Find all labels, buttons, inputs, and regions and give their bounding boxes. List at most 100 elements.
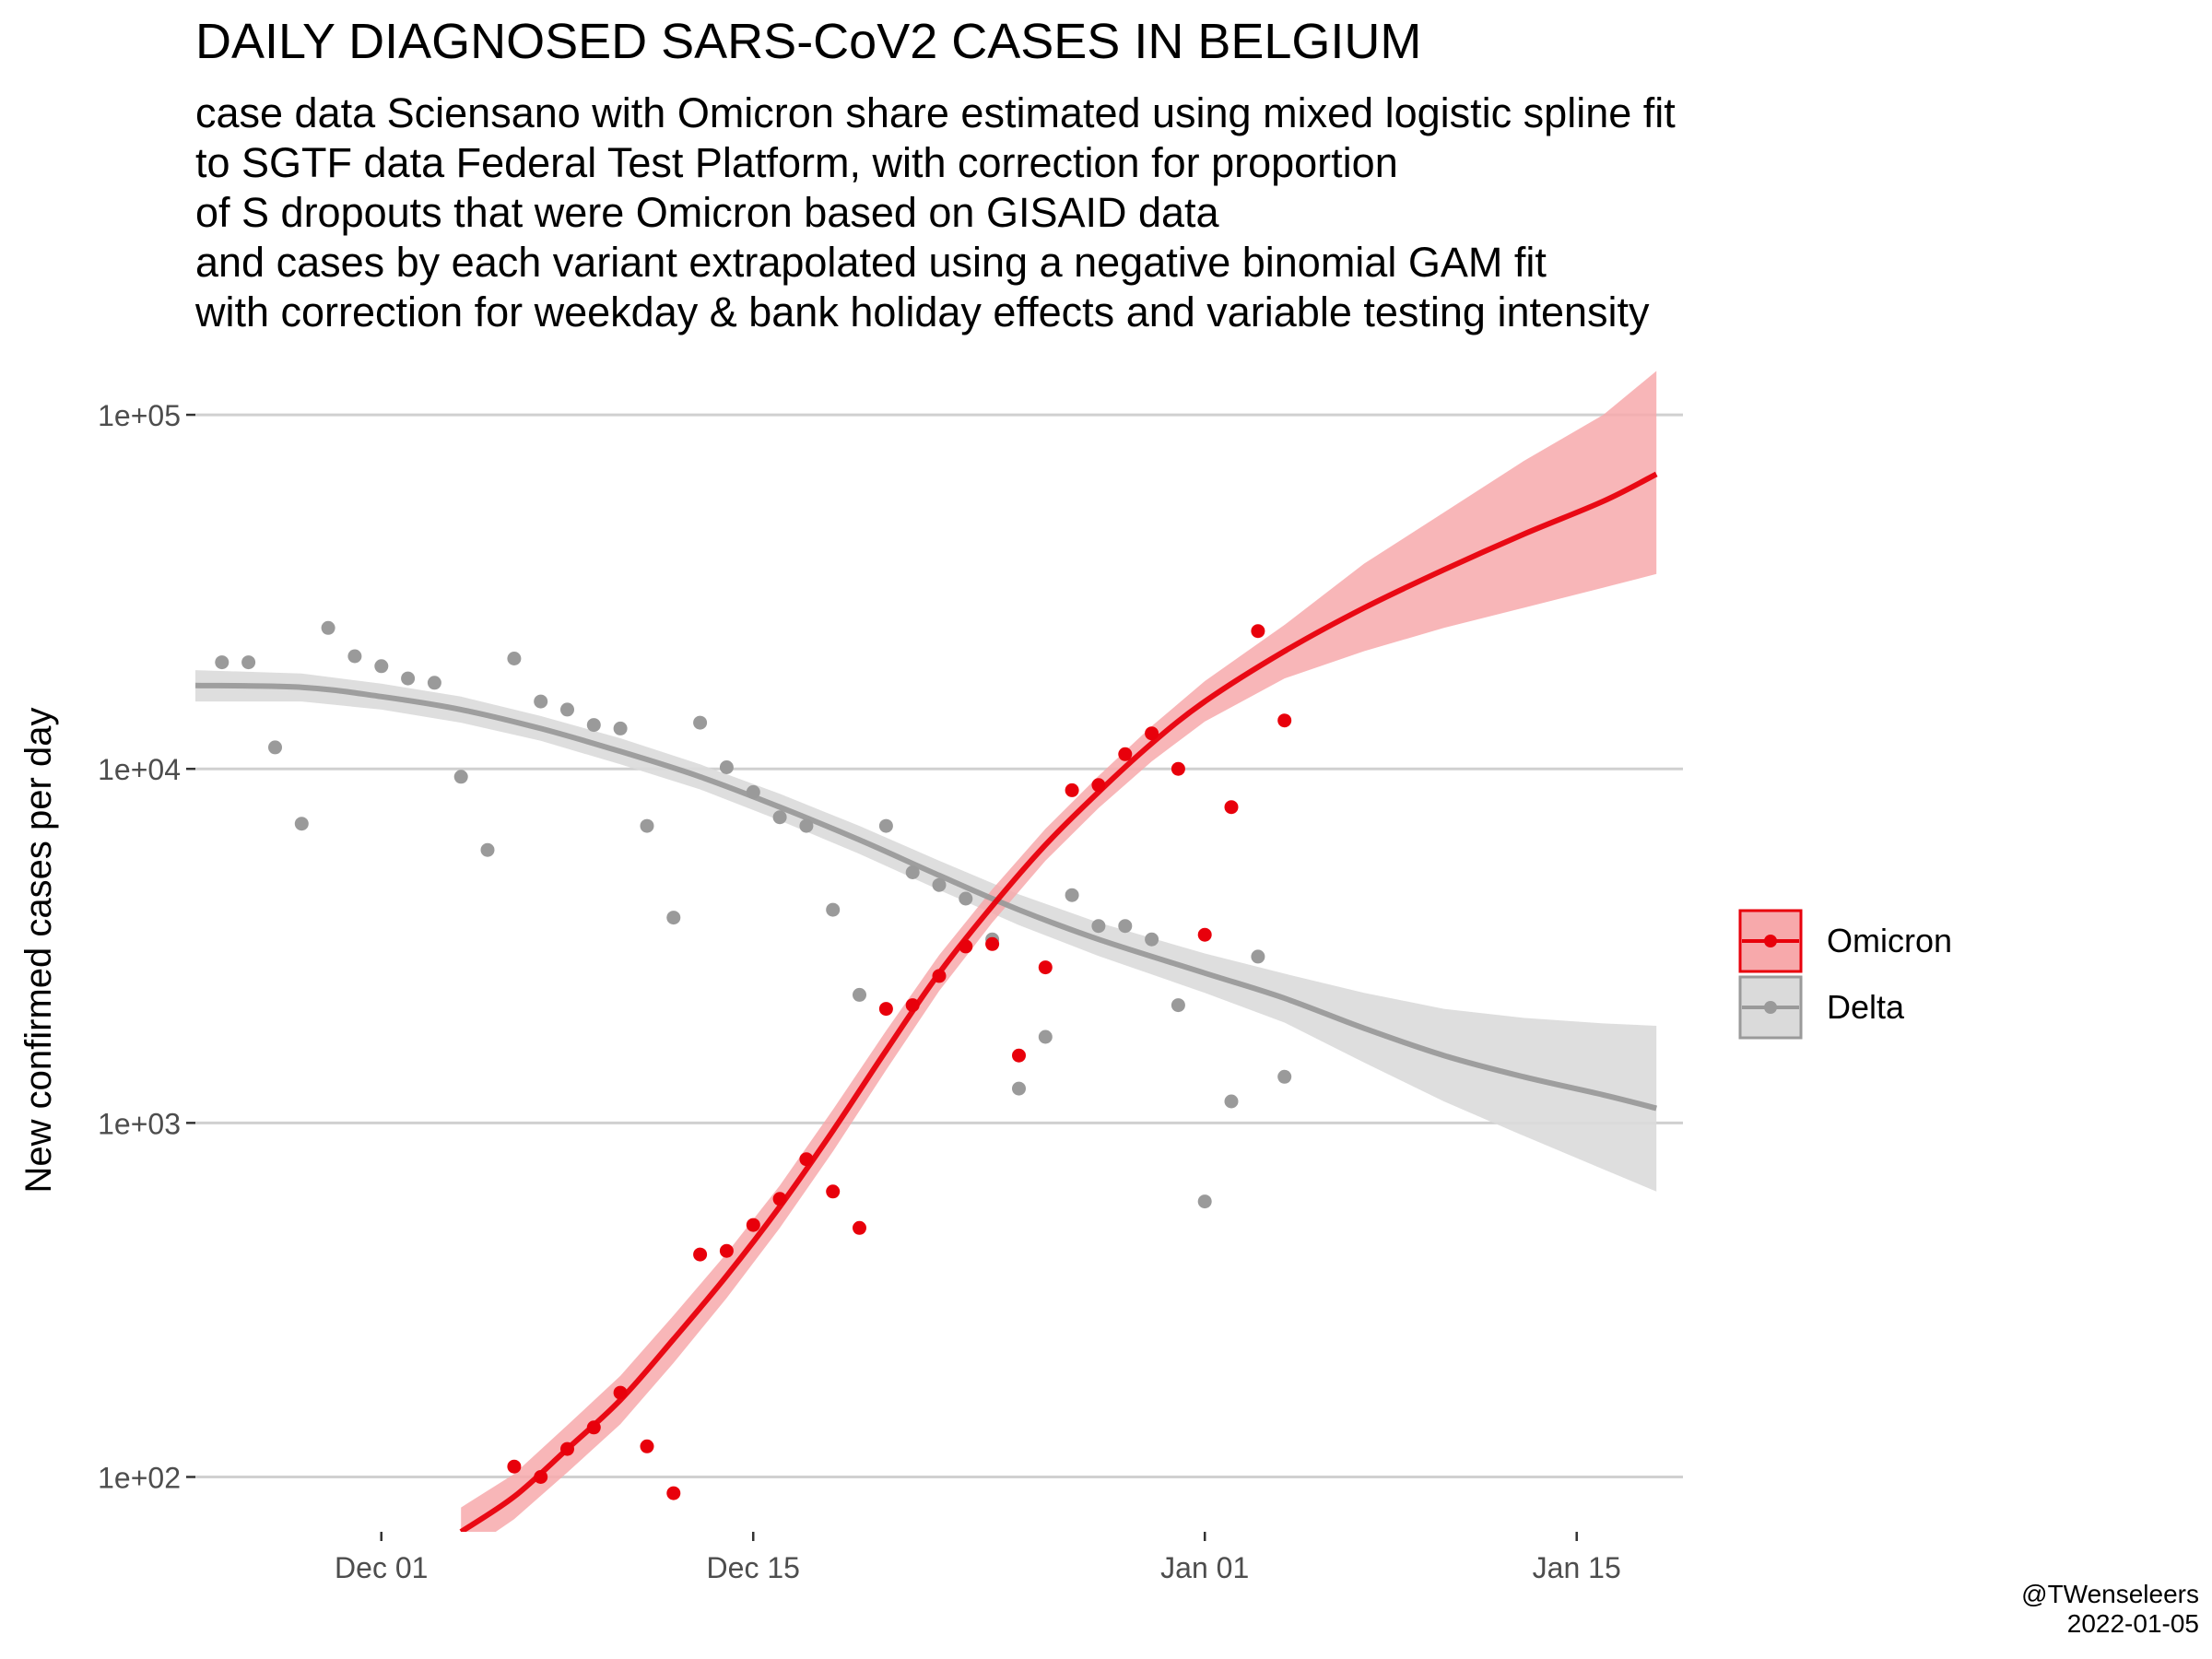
delta-point (427, 676, 441, 690)
axes: 1e+02 1e+03 1e+04 1e+05 Dec 01 Dec 15 Jan 01 Ja… (18, 399, 1621, 1584)
delta-point (878, 818, 893, 833)
omicron-point (1277, 713, 1292, 728)
delta-point (453, 770, 468, 784)
legend: Omicron Delta (1738, 908, 1952, 1041)
y-tick-label: 1e+02 (98, 1461, 181, 1494)
omicron-point (640, 1439, 654, 1453)
omicron-point (719, 1243, 734, 1258)
data-points (215, 620, 1292, 1500)
subtitle-line: of S dropouts that were Omicron based on… (195, 189, 1219, 236)
omicron-point (693, 1247, 708, 1262)
delta-point (215, 655, 229, 670)
omicron-point (746, 1218, 760, 1232)
omicron-point (1065, 782, 1079, 797)
omicron-point (1038, 960, 1053, 975)
omicron-point (1171, 761, 1185, 776)
x-tick-label: Dec 15 (707, 1551, 800, 1584)
subtitle-line: with correction for weekday & bank holid… (195, 288, 1650, 335)
delta-point (1038, 1030, 1053, 1044)
confidence-bands (195, 371, 1657, 1532)
delta-point (932, 877, 947, 892)
subtitle-line: to SGTF data Federal Test Platform, with… (195, 139, 1398, 186)
delta-point (1197, 1194, 1212, 1209)
delta-point (613, 721, 628, 735)
omicron-point (878, 1002, 893, 1017)
delta-confidence-band (195, 670, 1657, 1192)
delta-point (480, 842, 495, 857)
omicron-point (507, 1459, 522, 1474)
x-tick-label: Dec 01 (335, 1551, 428, 1584)
delta-point (321, 620, 335, 635)
y-tick-label: 1e+04 (98, 753, 181, 786)
delta-point (374, 659, 389, 674)
omicron-point (586, 1420, 601, 1435)
omicron-point (1197, 927, 1212, 942)
omicron-point (666, 1486, 681, 1500)
legend-key-delta (1738, 975, 1803, 1040)
legend-label-delta: Delta (1827, 988, 1905, 1026)
omicron-confidence-band (461, 371, 1657, 1532)
delta-point (666, 911, 681, 925)
omicron-point (1118, 747, 1133, 761)
delta-point (719, 760, 734, 774)
delta-point (640, 818, 654, 833)
fit-lines (195, 471, 1658, 1532)
delta-point (1012, 1081, 1026, 1096)
omicron-point (772, 1192, 787, 1206)
delta-point (1065, 888, 1079, 902)
delta-point (294, 817, 309, 831)
delta-point (534, 694, 548, 709)
omicron-point (826, 1184, 841, 1199)
delta-point (853, 987, 866, 1002)
omicron-point (1145, 726, 1159, 741)
delta-point (241, 655, 256, 670)
y-tick-label: 1e+03 (98, 1107, 181, 1140)
grid-lines (195, 413, 1683, 1478)
delta-point (1171, 998, 1185, 1013)
delta-point (507, 652, 522, 665)
delta-point (1145, 932, 1159, 947)
credit-date: 2022-01-05 (2066, 1609, 2199, 1638)
credit-handle: @TWenseleers (2021, 1580, 2199, 1608)
omicron-point (1224, 800, 1239, 815)
delta-point (586, 718, 601, 733)
omicron-point (613, 1385, 628, 1400)
omicron-point (1251, 624, 1265, 639)
delta-point (401, 671, 416, 686)
chart-subtitle: case data Sciensano with Omicron share e… (195, 88, 1676, 337)
legend-item-delta[interactable]: Delta (1738, 974, 1952, 1041)
omicron-point (799, 1152, 814, 1167)
delta-point (746, 784, 760, 799)
x-tick-label: Jan 01 (1160, 1551, 1249, 1584)
delta-point (268, 740, 282, 755)
legend-item-omicron[interactable]: Omicron (1738, 908, 1952, 974)
omicron-fit-line (459, 471, 1658, 1532)
delta-fit-line (195, 682, 1657, 1112)
delta-point (1118, 919, 1133, 934)
subtitle-line: case data Sciensano with Omicron share e… (195, 89, 1676, 136)
omicron-point (932, 969, 947, 983)
delta-point (560, 702, 574, 717)
omicron-point (534, 1470, 548, 1484)
delta-point (347, 649, 362, 664)
omicron-point (959, 939, 973, 954)
delta-point (772, 810, 787, 825)
omicron-point (1091, 778, 1106, 793)
x-tick-label: Jan 15 (1533, 1551, 1621, 1584)
delta-point (826, 902, 841, 917)
delta-point (1277, 1069, 1292, 1084)
legend-label-omicron: Omicron (1827, 922, 1953, 959)
delta-point (1224, 1094, 1239, 1109)
y-axis-title: New confirmed cases per day (18, 708, 59, 1194)
omicron-point (560, 1441, 574, 1456)
delta-point (799, 818, 814, 833)
omicron-point (1012, 1048, 1026, 1063)
delta-point (905, 865, 920, 879)
subtitle-line: and cases by each variant extrapolated u… (195, 239, 1547, 286)
delta-point (1091, 919, 1106, 934)
omicron-point (905, 998, 920, 1013)
delta-point (693, 715, 708, 730)
omicron-point (985, 936, 1000, 951)
credit: @TWenseleers 2022-01-05 (2021, 1580, 2199, 1639)
